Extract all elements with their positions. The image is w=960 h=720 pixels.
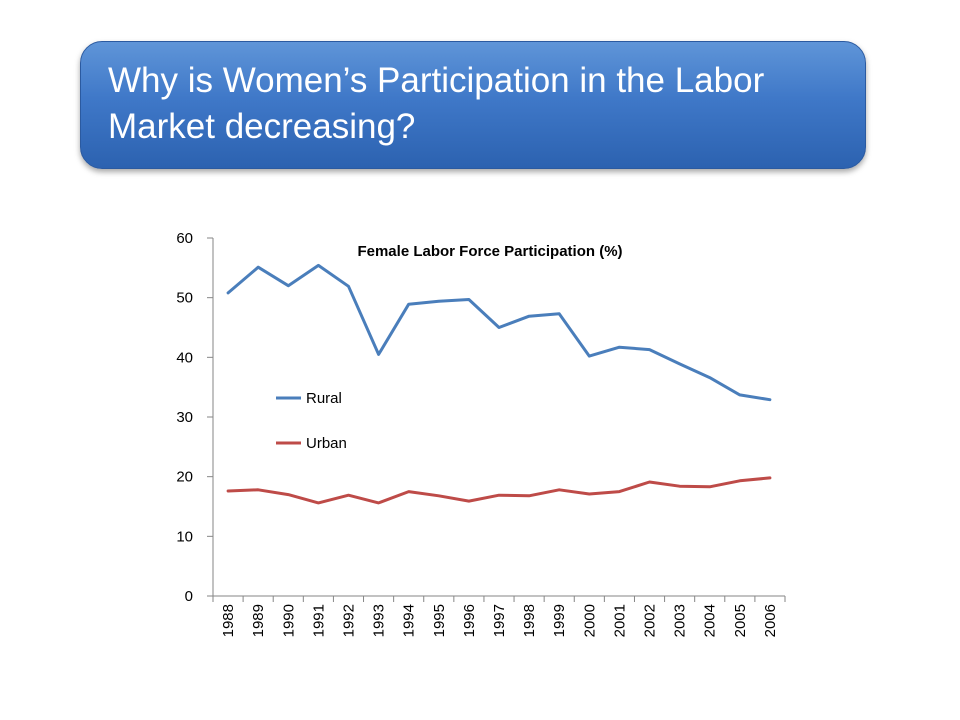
series-line-rural <box>226 263 772 402</box>
y-tick-label: 60 <box>176 230 193 247</box>
x-tick-label: 2003 <box>672 604 689 637</box>
y-tick-label: 30 <box>176 409 193 426</box>
x-tick-label: 1993 <box>371 604 388 637</box>
series-line-urban <box>226 476 772 505</box>
x-tick-label: 2005 <box>732 604 749 637</box>
x-tick-label: 1991 <box>310 604 327 637</box>
legend-label-urban: Urban <box>306 435 347 452</box>
x-tick-label: 1989 <box>250 604 267 637</box>
x-tick-label: 1988 <box>220 604 237 637</box>
y-tick-label: 50 <box>176 290 193 307</box>
chart-title: Female Labor Force Participation (%) <box>357 243 622 260</box>
x-tick-label: 1994 <box>401 604 418 637</box>
x-tick-label: 1997 <box>491 604 508 637</box>
legend-label-rural: Rural <box>306 390 342 407</box>
y-tick-label: 0 <box>185 588 193 605</box>
x-tick-label: 2002 <box>642 604 659 637</box>
title-banner <box>80 41 866 169</box>
x-tick-label: 2000 <box>581 604 598 637</box>
y-tick-label: 10 <box>176 528 193 545</box>
x-tick-label: 2001 <box>611 604 628 637</box>
y-tick-label: 20 <box>176 469 193 486</box>
x-tick-label: 2004 <box>702 604 719 637</box>
x-tick-label: 1990 <box>280 604 297 637</box>
x-tick-label: 1995 <box>431 604 448 637</box>
x-tick-label: 1996 <box>461 604 478 637</box>
y-tick-label: 40 <box>176 349 193 366</box>
x-tick-label: 1992 <box>340 604 357 637</box>
x-tick-label: 1999 <box>551 604 568 637</box>
slide-title: Why is Women’s Participation in the Labo… <box>108 61 765 146</box>
x-tick-label: 1998 <box>521 604 538 637</box>
x-tick-label: 2006 <box>762 604 779 637</box>
